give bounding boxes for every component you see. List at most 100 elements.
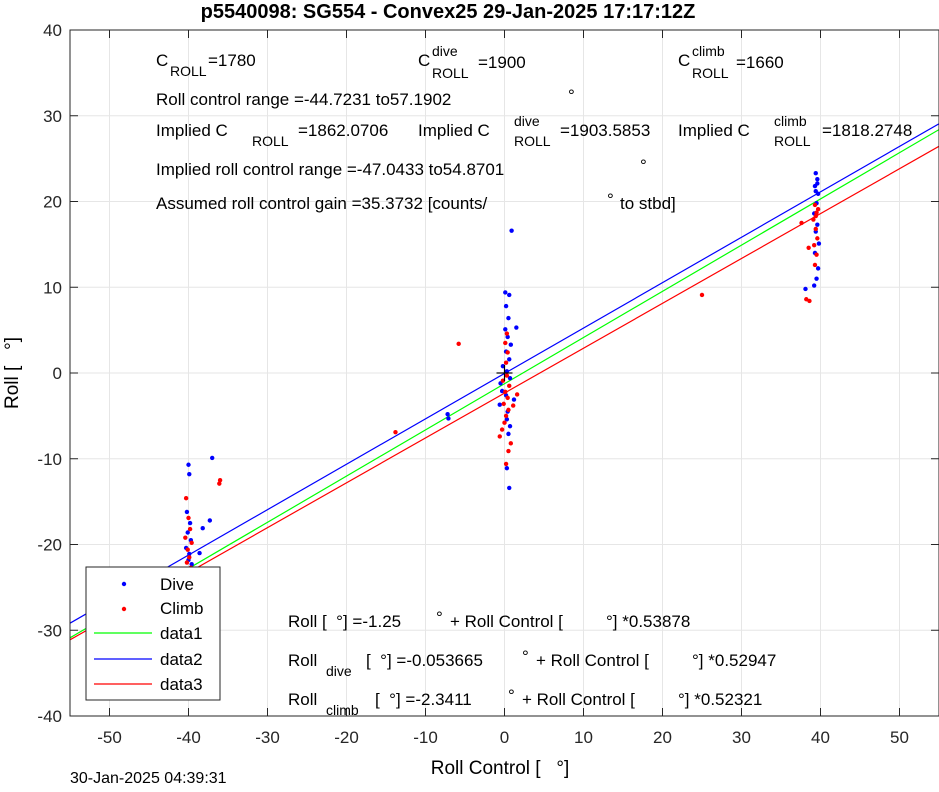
legend-data2: data2	[160, 650, 203, 669]
svg-text:C: C	[418, 51, 430, 70]
point-climb	[503, 461, 509, 467]
point-dive	[184, 509, 190, 515]
svg-text:=1900: =1900	[478, 53, 526, 72]
point-dive	[189, 562, 194, 567]
point-climb	[189, 540, 194, 545]
point-dive	[503, 327, 508, 332]
point-dive	[803, 286, 808, 292]
roll-control-range: Roll control range =-44.7231 to57.1902	[156, 90, 451, 109]
point-dive	[445, 411, 450, 417]
x-tick-label: 0	[500, 728, 509, 747]
point-climb	[814, 210, 819, 215]
point-dive	[210, 455, 215, 461]
svg-text:climb: climb	[692, 43, 725, 59]
point-dive	[813, 171, 818, 176]
point-climb	[806, 245, 811, 251]
x-tick-label: -40	[176, 728, 201, 747]
svg-text:+ Roll Control [: + Roll Control [	[536, 651, 649, 670]
degree-symbol: °	[607, 190, 614, 209]
point-climb	[507, 383, 512, 389]
point-climb	[187, 555, 192, 560]
legend-dive: Dive	[160, 575, 194, 594]
point-climb	[393, 429, 398, 435]
chart-title: p5540098: SG554 - Convex25 29-Jan-2025 1…	[201, 1, 696, 23]
point-climb	[185, 547, 190, 552]
point-dive	[504, 465, 510, 471]
legend-climb-marker	[121, 606, 127, 612]
point-climb	[807, 298, 812, 304]
point-climb	[812, 202, 818, 208]
point-climb	[217, 477, 223, 483]
timestamp: 30-Jan-2025 04:39:31	[70, 770, 227, 787]
implied-c-climb-annotation: Implied C climb ROLL =1818.2748	[678, 113, 912, 149]
legend-data3: data3	[160, 675, 203, 694]
point-climb	[813, 226, 818, 232]
c-roll-annotation: C ROLL =1780	[156, 51, 256, 79]
point-climb	[505, 395, 510, 401]
point-dive	[200, 526, 205, 531]
x-tick-label: -10	[413, 728, 438, 747]
svg-text:°: °	[436, 608, 443, 627]
point-dive	[511, 397, 517, 402]
point-dive	[507, 423, 513, 429]
implied-c-dive-annotation: Implied C dive ROLL =1903.5853	[418, 113, 650, 149]
svg-text:ROLL: ROLL	[170, 63, 207, 79]
point-climb	[510, 403, 516, 408]
x-axis-label: Roll Control [ °]	[431, 758, 570, 779]
point-climb	[811, 217, 816, 222]
point-dive	[446, 416, 451, 421]
implied-c-annotation: Implied C ROLL =1862.0706	[156, 121, 388, 149]
svg-text:=1780: =1780	[208, 51, 256, 70]
svg-text:ROLL: ROLL	[692, 65, 729, 81]
legend-climb: Climb	[160, 599, 203, 618]
point-climb	[506, 448, 511, 454]
point-dive	[187, 471, 192, 477]
point-dive	[504, 369, 510, 374]
svg-text:Roll: Roll	[288, 690, 317, 709]
y-tick-label: -30	[37, 621, 62, 640]
point-dive	[507, 485, 512, 491]
point-climb	[813, 213, 818, 219]
y-axis-label: Roll [ °]	[2, 337, 23, 409]
svg-text:C: C	[678, 51, 690, 70]
point-dive	[815, 266, 821, 271]
svg-text:=1862.0706: =1862.0706	[298, 121, 388, 140]
svg-text:=1660: =1660	[736, 53, 784, 72]
svg-text:dive: dive	[326, 663, 352, 679]
point-dive	[186, 462, 191, 467]
x-tick-label: -50	[97, 728, 122, 747]
point-dive	[815, 222, 820, 227]
point-climb	[814, 252, 819, 257]
point-dive	[509, 228, 514, 233]
x-tick-label: -30	[255, 728, 280, 747]
legend-dive-marker	[121, 581, 127, 587]
point-dive	[187, 520, 193, 526]
point-climb	[503, 340, 508, 346]
svg-text:[ °] =-0.053665: [ °] =-0.053665	[366, 651, 483, 670]
point-dive	[815, 181, 820, 186]
point-dive	[507, 357, 512, 362]
equation-dive: Roll dive [ °] =-0.053665 ° + Roll Contr…	[288, 647, 776, 679]
y-tick-label: -20	[37, 536, 62, 555]
point-climb	[502, 420, 507, 425]
svg-text:climb: climb	[326, 702, 359, 718]
x-tick-label: 40	[811, 728, 830, 747]
point-dive	[507, 375, 513, 381]
point-climb	[506, 407, 511, 413]
y-tick-label: -10	[37, 450, 62, 469]
point-dive	[508, 342, 514, 347]
point-dive	[207, 518, 213, 523]
svg-text:°] *0.52321: °] *0.52321	[678, 690, 762, 709]
point-climb	[497, 434, 502, 439]
svg-text:=1818.2748: =1818.2748	[822, 121, 912, 140]
y-tick-label: 10	[43, 278, 62, 297]
point-dive	[506, 431, 511, 437]
point-climb	[504, 331, 510, 336]
point-climb	[499, 427, 505, 432]
point-climb	[501, 401, 506, 407]
svg-text:Implied C: Implied C	[156, 121, 228, 140]
implied-roll-control-range: Implied roll control range =-47.0433 to5…	[156, 160, 504, 179]
point-climb	[186, 515, 191, 521]
svg-text:Implied C: Implied C	[678, 121, 750, 140]
